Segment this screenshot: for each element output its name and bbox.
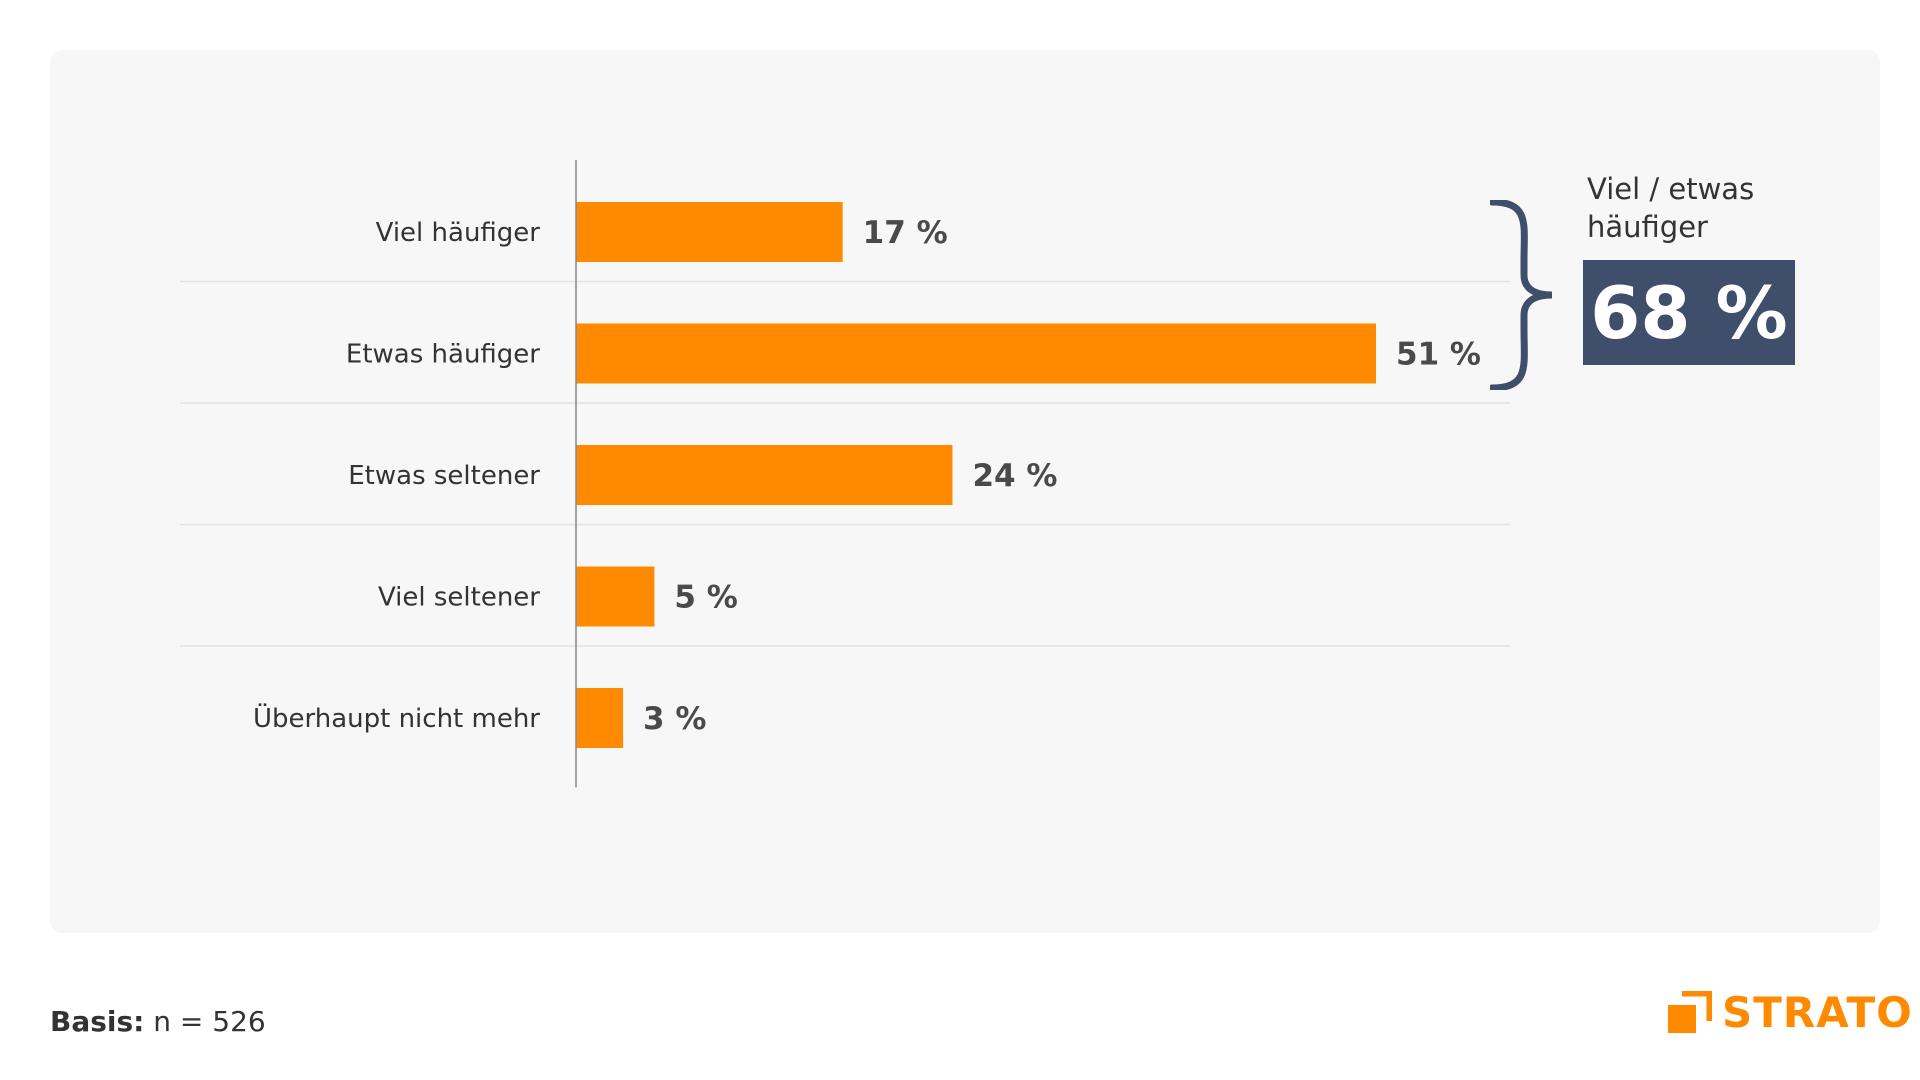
chart-panel [50,50,1880,933]
basis-value: n = 526 [144,1005,266,1038]
value-label: 5 % [674,580,737,616]
summary-value-box: 68 % [1583,260,1795,365]
strato-logo-text: STRATO [1722,988,1913,1037]
basis-label: Basis: [50,1005,145,1038]
bar [576,323,1376,384]
value-label: 3 % [643,701,706,737]
value-label: 51 % [1396,337,1481,373]
value-label: 24 % [972,458,1057,494]
strato-logo: STRATO [1668,988,1913,1037]
value-label: 17 % [863,215,948,251]
category-label: Viel seltener [378,583,540,613]
category-label: Viel häufiger [376,218,541,248]
footer-basis: Basis: n = 526 [50,1005,266,1038]
category-label: Überhaupt nicht mehr [253,702,540,734]
category-label: Etwas seltener [348,461,540,491]
bracket-icon [1488,198,1560,394]
bar [576,445,953,505]
strato-logo-icon [1668,990,1712,1033]
bar [576,688,624,748]
summary-caption: Viel / etwas häufiger [1587,172,1755,244]
category-label: Etwas häufiger [346,340,540,370]
bar [576,202,843,262]
bar [576,566,655,627]
